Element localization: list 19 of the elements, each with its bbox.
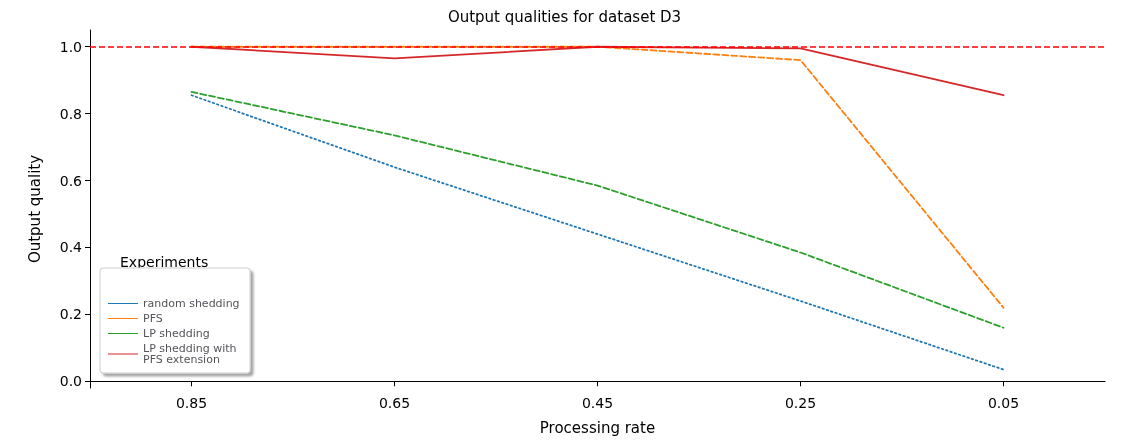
- y-tick-label: 0.6: [59, 172, 83, 189]
- legend-label: LP shedding with PFS extension: [143, 342, 241, 366]
- legend-title: Experiments: [120, 254, 209, 270]
- x-tick-label: 0.65: [378, 395, 411, 411]
- y-tick-label: 0.4: [59, 239, 83, 256]
- legend-label: LP shedding: [143, 327, 210, 340]
- y-tick-label: 1.0: [59, 38, 82, 55]
- x-tick-label: 0.25: [784, 395, 817, 411]
- x-tick-label: 0.85: [175, 395, 208, 411]
- legend-label: random shedding: [143, 297, 240, 310]
- y-tick-label: 0.0: [59, 373, 82, 390]
- x-axis-title: Processing rate: [539, 418, 656, 437]
- chart-title: Output qualities for dataset D3: [447, 7, 682, 26]
- y-tick-label: 0.2: [59, 306, 82, 323]
- legend-label: PFS: [143, 312, 163, 325]
- y-tick-label: 0.8: [59, 105, 82, 122]
- x-tick-label: 0.05: [987, 395, 1020, 411]
- y-axis-title: Output quality: [25, 154, 44, 264]
- x-tick-label: 0.45: [581, 395, 614, 411]
